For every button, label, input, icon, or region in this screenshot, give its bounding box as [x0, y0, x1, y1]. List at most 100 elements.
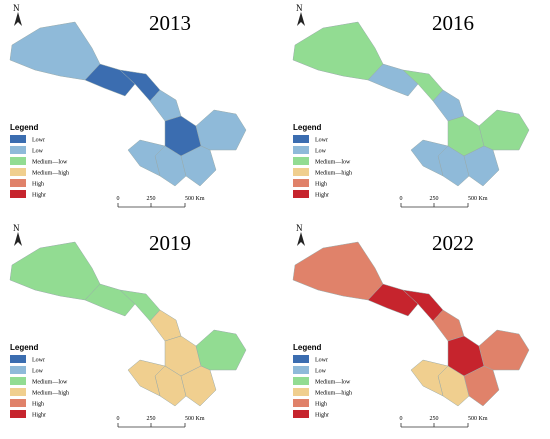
panel-title: 2016: [432, 11, 474, 35]
legend-swatch: [293, 399, 309, 407]
legend-label: Lowr: [32, 358, 45, 364]
scale-label: 500 Km: [185, 196, 205, 202]
legend-label: Medium—high: [32, 391, 69, 397]
legend-title: Legend: [293, 123, 322, 132]
north-arrow: [14, 12, 22, 26]
legend-label: Low: [315, 369, 327, 375]
map-panel: 2019 N Legend Lowr Low Medium—low Medium—high H…: [9, 223, 247, 428]
scale-label: 250: [147, 416, 156, 422]
region: [180, 145, 217, 187]
legend-swatch: [10, 190, 26, 198]
legend-swatch: [293, 135, 309, 143]
region: [292, 241, 384, 301]
region: [463, 365, 500, 407]
legend-swatch: [10, 135, 26, 143]
legend-label: Low: [315, 149, 327, 155]
region: [410, 359, 449, 397]
region: [127, 359, 166, 397]
legend-swatch: [293, 190, 309, 198]
legend-swatch: [10, 388, 26, 396]
legend-swatch: [10, 146, 26, 154]
legend-label: Highr: [32, 193, 46, 199]
legend-swatch: [293, 146, 309, 154]
map-panel: 2016 N Legend Lowr Low Medium—low Medium—high H…: [292, 3, 530, 208]
region: [432, 89, 465, 122]
panel-title: 2022: [432, 231, 474, 255]
legend-label: Medium—low: [32, 380, 68, 386]
north-arrow: [297, 232, 305, 246]
legend-label: High: [32, 182, 44, 188]
legend-label: Highr: [315, 413, 329, 419]
scale-label: 0: [117, 416, 120, 422]
region: [180, 365, 217, 407]
legend-swatch: [293, 355, 309, 363]
legend-label: Medium—high: [315, 171, 352, 177]
region: [149, 89, 182, 122]
scale-bar: [117, 423, 186, 428]
scale-label: 250: [430, 416, 439, 422]
region: [432, 309, 465, 342]
scale-bar: [117, 203, 186, 208]
scale-label: 500 Km: [468, 196, 488, 202]
scale-label: 0: [400, 416, 403, 422]
legend-label: Medium—low: [315, 380, 351, 386]
legend-label: Medium—low: [315, 160, 351, 166]
legend-swatch: [10, 179, 26, 187]
region: [478, 329, 530, 371]
legend-label: Medium—low: [32, 160, 68, 166]
legend-swatch: [10, 399, 26, 407]
legend-swatch: [293, 168, 309, 176]
legend-title: Legend: [293, 343, 322, 352]
scale-label: 250: [147, 196, 156, 202]
legend-swatch: [293, 410, 309, 418]
region: [292, 21, 384, 81]
region: [463, 145, 500, 187]
legend-swatch: [293, 179, 309, 187]
legend-swatch: [293, 366, 309, 374]
legend-label: Low: [32, 369, 44, 375]
legend-swatch: [10, 157, 26, 165]
panel-title: 2013: [149, 11, 191, 35]
region: [410, 139, 449, 177]
legend-swatch: [293, 377, 309, 385]
legend-label: Low: [32, 149, 44, 155]
region: [9, 241, 101, 301]
north-label: N: [296, 223, 303, 233]
legend-swatch: [10, 168, 26, 176]
scale-label: 500 Km: [468, 416, 488, 422]
north-arrow: [14, 232, 22, 246]
legend-label: Lowr: [315, 138, 328, 144]
legend-title: Legend: [10, 343, 39, 352]
legend-swatch: [10, 410, 26, 418]
legend-label: High: [315, 402, 327, 408]
north-label: N: [13, 3, 20, 13]
region: [195, 329, 247, 371]
legend-swatch: [10, 377, 26, 385]
legend-swatch: [293, 388, 309, 396]
legend-label: High: [315, 182, 327, 188]
scale-bar: [400, 423, 469, 428]
scale-label: 500 Km: [185, 416, 205, 422]
legend-swatch: [293, 157, 309, 165]
legend-label: Highr: [315, 193, 329, 199]
scale-bar: [400, 203, 469, 208]
north-arrow: [297, 12, 305, 26]
region: [9, 21, 101, 81]
legend-swatch: [10, 366, 26, 374]
legend-swatch: [10, 355, 26, 363]
north-label: N: [296, 3, 303, 13]
region: [149, 309, 182, 342]
legend-label: Medium—high: [32, 171, 69, 177]
legend-label: Lowr: [32, 138, 45, 144]
region: [127, 139, 166, 177]
map-panel: 2013 N Legend Lowr Low Medium—low Medium—high H…: [9, 3, 247, 208]
region: [478, 109, 530, 151]
scale-label: 250: [430, 196, 439, 202]
scale-label: 0: [400, 196, 403, 202]
legend-label: High: [32, 402, 44, 408]
region: [195, 109, 247, 151]
legend-label: Highr: [32, 413, 46, 419]
north-label: N: [13, 223, 20, 233]
map-panel: 2022 N Legend Lowr Low Medium—low Medium—high H…: [292, 223, 530, 428]
